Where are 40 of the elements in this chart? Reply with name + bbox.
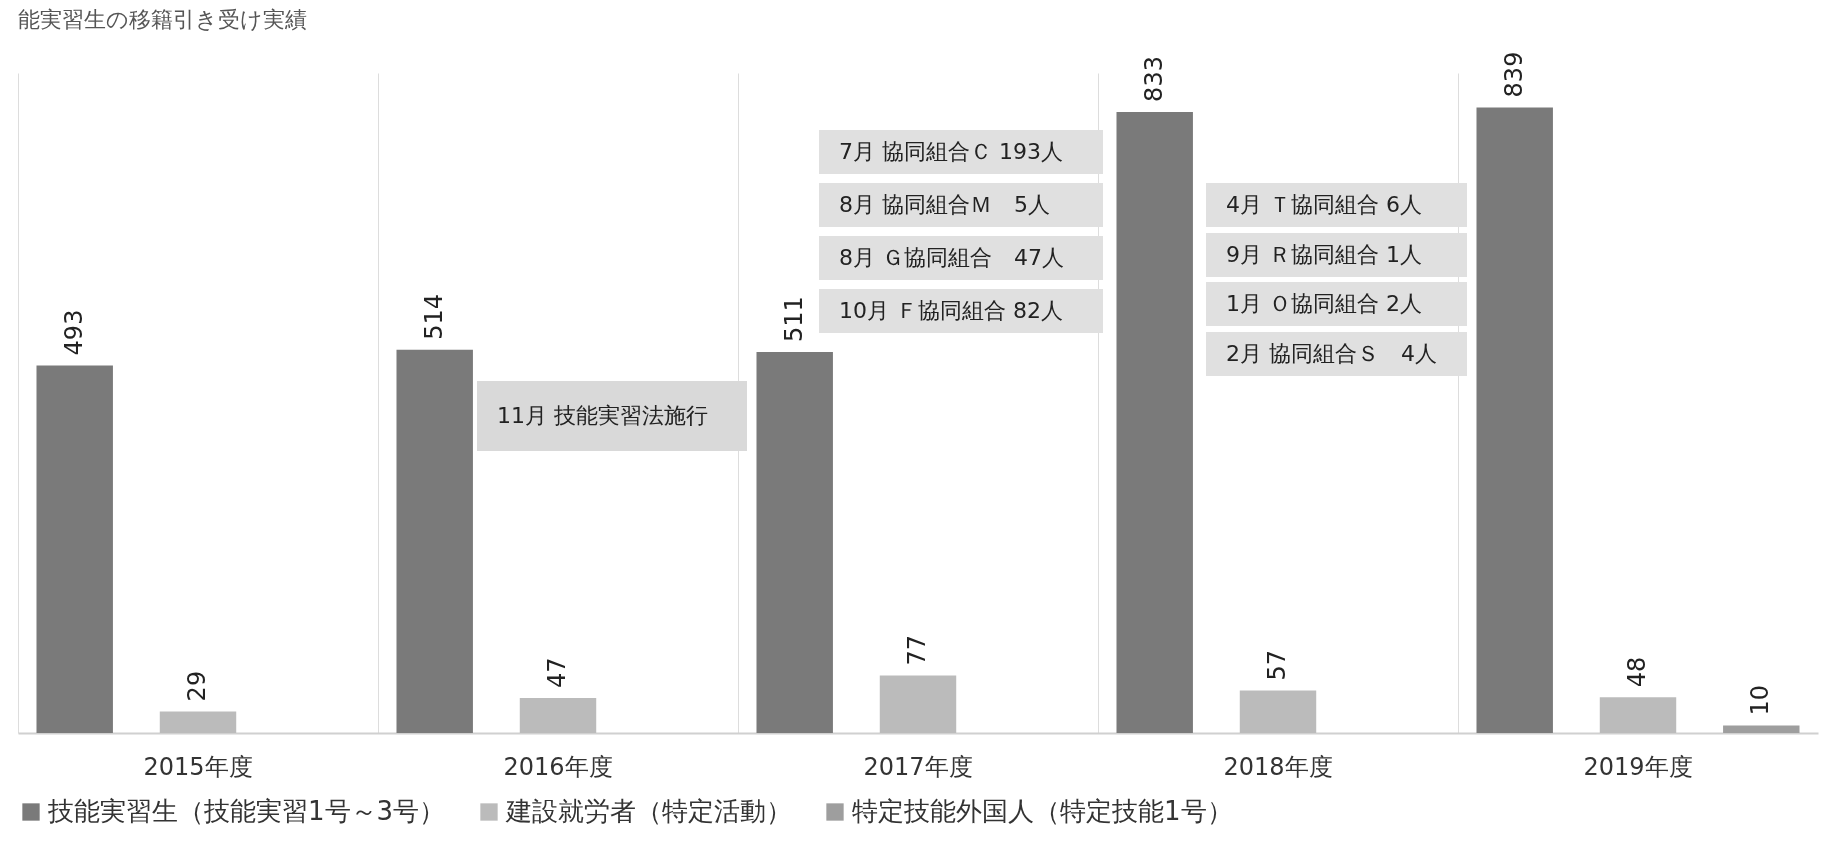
- bar: [1723, 725, 1800, 733]
- legend-label: 技能実習生（技能実習1号～3号）: [47, 796, 446, 826]
- callout-box: 7月 協同組合Ｃ 193人: [819, 130, 1104, 175]
- data-label: 29: [183, 670, 211, 702]
- data-label: 57: [1263, 649, 1291, 681]
- data-label: 493: [59, 309, 88, 356]
- data-label: 77: [903, 635, 931, 666]
- bar: [36, 365, 113, 733]
- data-label: 47: [543, 657, 571, 688]
- bar: [1476, 107, 1553, 733]
- legend-label: 建設就労者（特定活動）: [505, 796, 792, 826]
- x-tick-label: 2018年度: [1223, 752, 1333, 781]
- bar: [1599, 697, 1677, 733]
- bar: [879, 675, 957, 733]
- callout-box: 8月 Ｇ協同組合 47人: [819, 235, 1104, 280]
- bar: [159, 711, 237, 733]
- data-label: 511: [779, 296, 808, 342]
- data-label: 514: [419, 293, 448, 340]
- data-label: 833: [1139, 56, 1168, 102]
- callout-box: 8月 協同組合Ｍ 5人: [819, 183, 1104, 227]
- callout-box: 2月 協同組合Ｓ 4人: [1206, 331, 1467, 376]
- chart-title: 能実習生の移籍引き受け実績: [18, 6, 307, 32]
- bar: [756, 351, 833, 733]
- data-label: 839: [1499, 51, 1528, 98]
- data-label: 48: [1623, 656, 1651, 688]
- callout-box: 10月 Ｆ協同組合 82人: [819, 288, 1104, 333]
- legend-label: 特定技能外国人（特定技能1号）: [852, 796, 1233, 826]
- callout-box: 4月 Ｔ協同組合 6人: [1206, 183, 1467, 227]
- bar: [1239, 690, 1317, 733]
- x-tick-label: 2019年度: [1583, 752, 1693, 781]
- data-label: 10: [1746, 685, 1775, 716]
- bar: [519, 697, 597, 733]
- callout-box: 1月 Ｏ協同組合 2人: [1206, 282, 1467, 326]
- x-tick-label: 2016年度: [503, 752, 613, 781]
- callout-box: 9月 Ｒ協同組合 1人: [1206, 232, 1467, 277]
- bar: [1116, 111, 1193, 733]
- x-tick-label: 2015年度: [143, 752, 253, 781]
- bar: [396, 349, 473, 733]
- callout-box: 11月 技能実習法施行: [477, 381, 747, 452]
- x-tick-label: 2017年度: [863, 752, 973, 781]
